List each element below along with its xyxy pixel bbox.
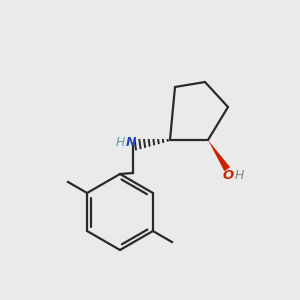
Text: H: H [235,169,244,182]
Polygon shape [208,140,230,171]
Text: N: N [126,136,136,149]
Text: O: O [223,169,234,182]
Text: H: H [115,136,125,149]
